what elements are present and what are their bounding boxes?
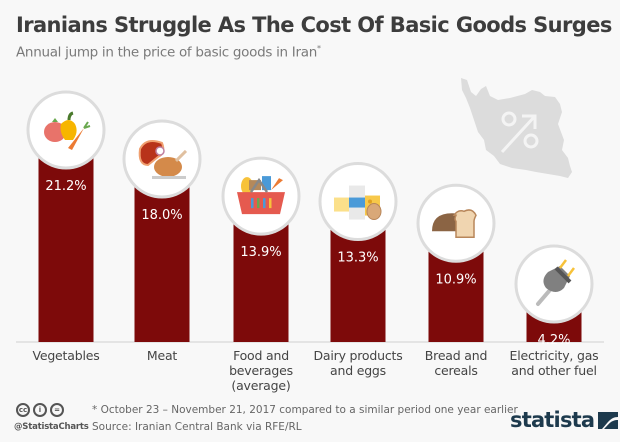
source: Source: Iranian Central Bank via RFE/RL bbox=[92, 421, 302, 433]
category-label-line: Food and bbox=[233, 348, 289, 363]
category-label: Bread and cereals bbox=[401, 348, 511, 378]
bar-icon-circle bbox=[318, 162, 398, 242]
category-label-line: beverages bbox=[229, 363, 293, 378]
category-label-line: Electricity, gas bbox=[509, 348, 599, 363]
category-label: Dairy products and eggs bbox=[303, 348, 413, 378]
dairy-icon bbox=[334, 185, 382, 221]
value-label: 13.9% bbox=[240, 245, 281, 260]
category-label-line: Bread and bbox=[424, 348, 488, 363]
license-icons: cc i = bbox=[16, 403, 64, 417]
bar-chart: 21.2% 18.0% 13.9% 13.3% 10.9% 4.2% bbox=[16, 78, 604, 348]
category-label-line: Dairy products bbox=[313, 348, 403, 363]
bar-icon-circle bbox=[416, 183, 496, 263]
bar-icon-circle bbox=[26, 90, 106, 170]
vegetables-icon bbox=[44, 111, 91, 150]
statista-wordmark: statista bbox=[510, 408, 595, 432]
bar-0 bbox=[38, 150, 94, 342]
value-label: 21.2% bbox=[45, 179, 86, 194]
nd-icon: = bbox=[50, 403, 64, 417]
bread-icon bbox=[432, 209, 477, 239]
bar-icon-circle bbox=[221, 156, 301, 236]
bar-1 bbox=[134, 178, 190, 342]
chart-subtitle: Annual jump in the price of basic goods … bbox=[16, 44, 321, 61]
subtitle-footnote-mark: * bbox=[316, 44, 321, 53]
category-label-line: and eggs bbox=[330, 363, 386, 378]
statista-logo[interactable]: statista bbox=[510, 408, 619, 432]
bar-icon-circle bbox=[514, 244, 594, 324]
plug-icon bbox=[536, 259, 575, 306]
category-label: Vegetables bbox=[11, 348, 121, 363]
footnote: * October 23 – November 21, 2017 compare… bbox=[92, 404, 518, 416]
value-label: 18.0% bbox=[141, 208, 182, 223]
category-label-line: cereals bbox=[434, 363, 478, 378]
category-label: Electricity, gas and other fuel bbox=[499, 348, 609, 378]
by-icon: i bbox=[33, 403, 47, 417]
chart-title: Iranians Struggle As The Cost Of Basic G… bbox=[16, 13, 612, 37]
category-label-line: Meat bbox=[146, 348, 178, 363]
category-label-line: and other fuel bbox=[511, 363, 597, 378]
category-label-line: Vegetables bbox=[32, 348, 100, 363]
food-basket-icon bbox=[237, 176, 285, 215]
statista-logo-icon bbox=[598, 411, 619, 429]
meat-icon bbox=[138, 140, 188, 179]
cc-icon: cc bbox=[16, 403, 30, 417]
bar-3 bbox=[330, 221, 386, 342]
bar-2 bbox=[233, 216, 289, 342]
statista-handle[interactable]: @StatistaCharts bbox=[14, 422, 89, 432]
category-label: Meat bbox=[107, 348, 217, 363]
value-label: 13.3% bbox=[337, 251, 378, 266]
value-label: 4.2% bbox=[537, 333, 570, 348]
bar-icon-circle bbox=[122, 119, 202, 199]
category-label: Food and beverages (average) bbox=[206, 348, 316, 393]
category-label-line: (average) bbox=[231, 378, 291, 393]
iran-map-icon bbox=[461, 78, 572, 178]
value-label: 10.9% bbox=[435, 272, 476, 287]
subtitle-text: Annual jump in the price of basic goods … bbox=[16, 44, 317, 61]
